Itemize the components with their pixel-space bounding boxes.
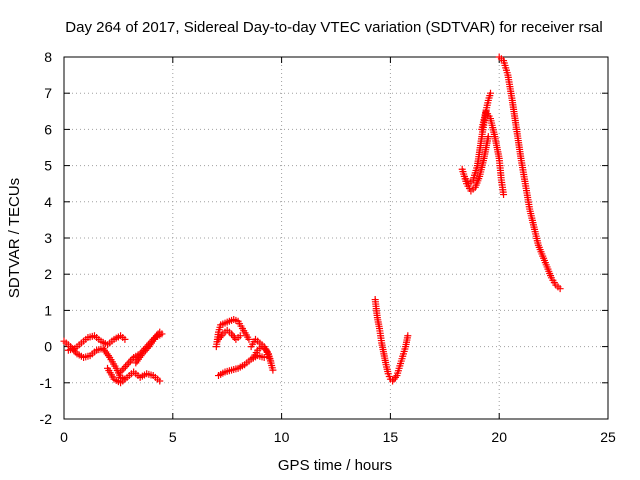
y-tick-label: 3 <box>44 230 52 246</box>
data-point-marker <box>404 332 412 340</box>
y-axis-label: SDTVAR / TECUs <box>6 178 23 298</box>
x-tick-label: 10 <box>274 429 290 445</box>
data-point-marker <box>269 366 277 374</box>
sat-trace-5 <box>132 330 166 367</box>
x-tick-label: 25 <box>600 429 616 445</box>
x-tick-label: 20 <box>491 429 507 445</box>
y-tick-label: 6 <box>44 121 52 137</box>
axis-ticks: 0 5 10 15 20 25 -2 -1 0 1 2 3 4 5 6 7 8 <box>40 49 616 445</box>
sat-trace-2 <box>64 332 129 354</box>
y-tick-label: 2 <box>44 266 52 282</box>
data-point-marker <box>267 357 275 365</box>
chart-title: Day 264 of 2017, Sidereal Day-to-day VTE… <box>65 19 602 36</box>
sat-trace-15 <box>495 53 564 293</box>
data-point-marker <box>156 377 164 385</box>
data-point-marker <box>556 285 564 293</box>
sat-trace-10 <box>249 343 275 365</box>
x-axis-label: GPS time / hours <box>278 457 392 474</box>
y-tick-label: 8 <box>44 49 52 65</box>
sat-trace-11 <box>371 296 412 385</box>
data-point-marker <box>236 332 244 340</box>
y-tick-label: 5 <box>44 158 52 174</box>
data-points <box>60 53 564 387</box>
sat-trace-7 <box>214 326 244 343</box>
grid-lines <box>64 57 608 419</box>
x-tick-label: 5 <box>169 429 177 445</box>
data-point-marker <box>158 330 166 338</box>
data-point-marker <box>500 191 508 199</box>
data-point-marker <box>484 133 492 141</box>
sat-trace-3 <box>104 364 164 387</box>
data-point-marker <box>260 353 268 361</box>
y-tick-label: -1 <box>40 375 53 391</box>
sat-trace-14 <box>478 89 494 133</box>
data-point-marker <box>486 89 494 97</box>
x-tick-label: 15 <box>383 429 399 445</box>
y-tick-label: 0 <box>44 339 52 355</box>
data-point-marker <box>245 335 253 343</box>
data-point-marker <box>121 335 129 343</box>
y-tick-label: 4 <box>44 194 52 210</box>
y-tick-label: -2 <box>40 411 53 427</box>
x-tick-label: 0 <box>60 429 68 445</box>
y-tick-label: 1 <box>44 302 52 318</box>
y-tick-label: 7 <box>44 85 52 101</box>
